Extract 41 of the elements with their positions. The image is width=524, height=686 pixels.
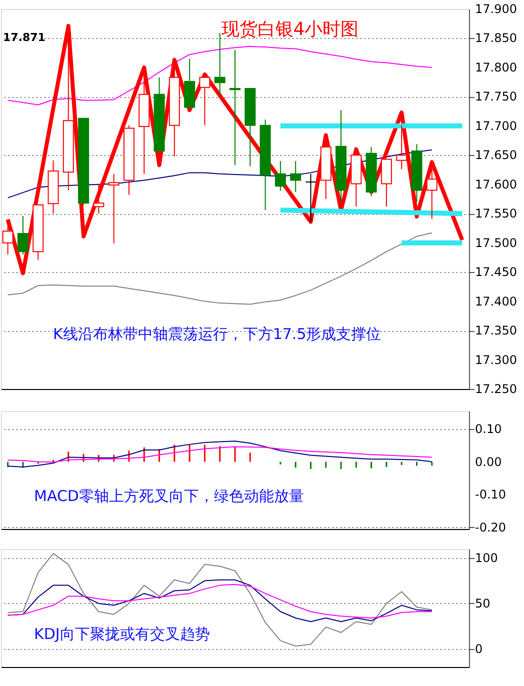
candlestick: [199, 72, 210, 126]
candlestick: [108, 173, 120, 244]
y-tick-label: 0: [475, 642, 483, 656]
annotation: K线沿布林带中轴震荡运行，下方17.5形成支撑位: [53, 324, 382, 343]
y-tick-label: 17.500: [475, 236, 517, 250]
y-tick-label: 100: [475, 551, 498, 566]
candlestick: [426, 168, 438, 220]
y-tick-label: 17.750: [475, 90, 517, 104]
line-series: [7, 446, 432, 463]
line-series: [7, 553, 432, 647]
y-tick-label: 17.300: [475, 352, 517, 367]
annotation: MACD零轴上方死叉向下，绿色动能放量: [34, 486, 304, 505]
candlestick: [17, 215, 28, 256]
candlestick: [274, 160, 286, 192]
y-tick-label: 50: [475, 596, 490, 610]
annotation: 17.871: [3, 31, 46, 44]
y-tick-label: 17.700: [475, 118, 517, 133]
candlestick: [230, 49, 240, 166]
y-tick-label: 17.450: [475, 265, 517, 280]
y-tick-label: 17.600: [475, 177, 517, 192]
annotation: KDJ向下聚拢或有交叉趋势: [34, 624, 210, 643]
candlestick: [93, 184, 104, 214]
candlestick: [396, 124, 408, 170]
text: 现货白银4小时图: [221, 19, 359, 40]
y-tick-label: 0.00: [475, 454, 502, 469]
candlestick: [290, 160, 302, 192]
line-series: [7, 232, 432, 305]
y-tick-label: 17.550: [475, 206, 517, 221]
y-tick-label: 17.850: [475, 31, 517, 46]
y-tick-label: 17.650: [475, 148, 517, 162]
y-tick-label: 17.250: [475, 382, 517, 396]
line-series: [7, 440, 432, 468]
line-series: [7, 46, 432, 106]
y-tick-label: 17.800: [475, 60, 517, 74]
y-tick-label: -0.10: [475, 488, 506, 502]
candlestick: [305, 173, 316, 222]
y-tick-label: 0.10: [475, 422, 502, 436]
y-tick-label: -0.20: [475, 520, 506, 534]
y-tick-label: 17.400: [475, 294, 517, 308]
y-tick-label: 17.900: [475, 2, 517, 16]
y-tick-label: 17.350: [475, 324, 517, 338]
